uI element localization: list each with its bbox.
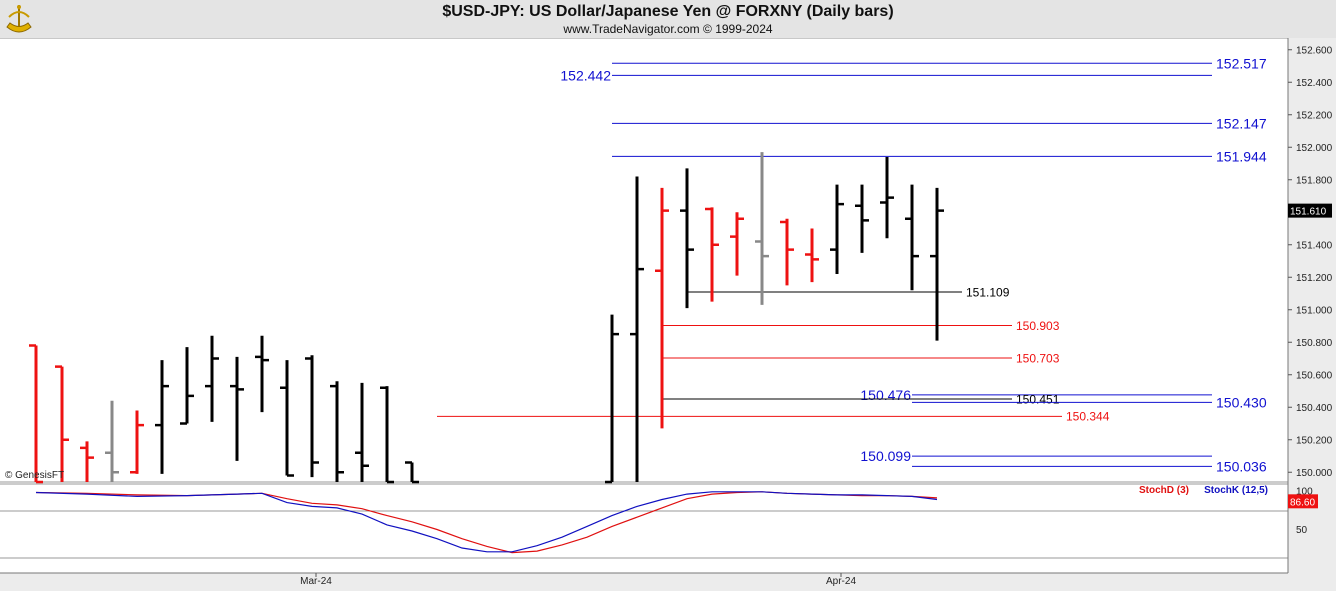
- ohlc-bar: [855, 184, 869, 253]
- price-tick-label: 150.600: [1296, 370, 1333, 381]
- ohlc-bar: [680, 168, 694, 309]
- price-level-label: 150.036: [1216, 458, 1267, 474]
- stoch-tick-label: 50: [1296, 525, 1308, 536]
- ohlc-bar: [180, 347, 194, 425]
- chart-title: $USD-JPY: US Dollar/Japanese Yen @ FORXN…: [442, 3, 894, 20]
- price-tick-label: 152.600: [1296, 45, 1333, 56]
- price-tick-label: 151.800: [1296, 175, 1333, 186]
- trade-navigator-logo-icon: [6, 5, 32, 33]
- ohlc-bar: [655, 187, 669, 429]
- price-level-label: 150.344: [1066, 410, 1110, 424]
- stochk-line: [35, 491, 938, 553]
- ohlc-bar: [780, 218, 794, 286]
- date-axis-panel: [0, 573, 1288, 591]
- title-bar: $USD-JPY: US Dollar/Japanese Yen @ FORXN…: [0, 0, 1336, 39]
- ohlc-bar: [230, 356, 244, 461]
- price-tick-label: 150.800: [1296, 338, 1333, 349]
- ohlc-bar: [205, 335, 219, 422]
- date-tick-label: Mar-24: [300, 576, 332, 587]
- price-tick-label: 152.400: [1296, 78, 1333, 89]
- price-level-label: 152.442: [560, 67, 611, 83]
- last-price-label: 151.610: [1290, 207, 1327, 218]
- price-level-label: 150.903: [1016, 319, 1060, 333]
- ohlc-bar: [55, 365, 69, 482]
- ohlc-bar: [905, 184, 919, 291]
- price-level-label: 150.476: [860, 387, 911, 403]
- ohlc-bar: [755, 152, 769, 305]
- price-level-label: 150.703: [1016, 351, 1060, 365]
- ohlc-bar: [805, 228, 819, 283]
- ohlc-bar: [255, 335, 269, 413]
- ohlc-bar: [930, 187, 944, 341]
- ohlc-bar: [130, 410, 144, 474]
- ohlc-bar: [405, 461, 419, 484]
- price-level-label: 151.109: [966, 285, 1010, 299]
- ohlc-bar: [305, 355, 319, 478]
- price-tick-label: 151.200: [1296, 273, 1333, 284]
- ohlc-bar: [705, 207, 719, 302]
- price-level-label: 150.430: [1216, 394, 1267, 410]
- ohlc-bar: [330, 381, 344, 482]
- ohlc-bar: [355, 382, 369, 482]
- stoch-last-box: [1288, 494, 1318, 509]
- stochd-legend: StochD (3): [1139, 485, 1189, 496]
- ohlc-bar: [880, 157, 894, 239]
- price-level-label: 150.099: [860, 448, 911, 464]
- stochd-line: [35, 491, 938, 554]
- ohlc-bar: [730, 212, 744, 276]
- copyright-label: © GenesisFT: [5, 470, 64, 481]
- ohlc-bar: [605, 314, 619, 484]
- ohlc-bar: [380, 386, 394, 484]
- ohlc-bar: [630, 176, 644, 482]
- ohlc-bar: [830, 184, 844, 274]
- stochk-legend: StochK (12,5): [1204, 485, 1268, 496]
- price-level-label: 150.451: [1016, 392, 1060, 406]
- chart-subtitle: www.TradeNavigator.com © 1999-2024: [563, 22, 773, 36]
- price-tick-label: 151.000: [1296, 305, 1333, 316]
- price-level-label: 152.147: [1216, 115, 1267, 131]
- price-tick-label: 150.400: [1296, 403, 1333, 414]
- stoch-last-label: 86.60: [1290, 497, 1315, 508]
- date-tick-label: Apr-24: [826, 576, 856, 587]
- price-tick-label: 150.200: [1296, 435, 1333, 446]
- ohlc-bar: [105, 400, 119, 482]
- ohlc-bar: [29, 344, 43, 484]
- ohlc-bar: [80, 441, 94, 482]
- price-tick-label: 152.000: [1296, 143, 1333, 154]
- price-tick-label: 152.200: [1296, 110, 1333, 121]
- price-level-label: 151.944: [1216, 148, 1267, 164]
- stoch-tick-label: 100: [1296, 487, 1313, 498]
- price-tick-label: 150.000: [1296, 468, 1333, 479]
- ohlc-bar: [155, 360, 169, 474]
- price-level-label: 152.517: [1216, 55, 1267, 71]
- ohlc-bar: [280, 360, 294, 477]
- price-tick-label: 151.400: [1296, 240, 1333, 251]
- last-price-box: [1288, 203, 1332, 218]
